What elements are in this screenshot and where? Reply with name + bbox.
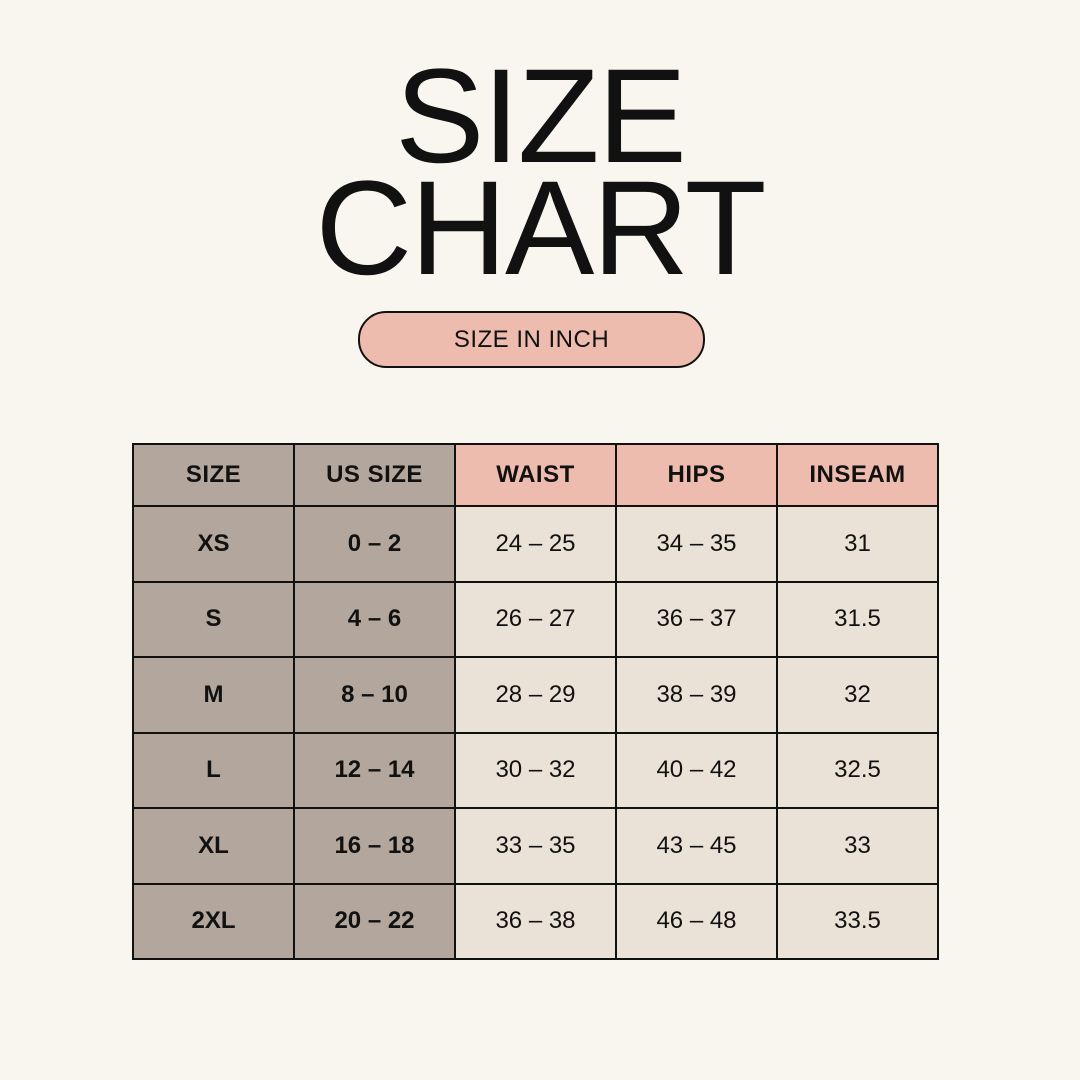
table-cell: 33 – 35 (454, 807, 617, 885)
table-header-row: SIZE US SIZE WAIST HIPS INSEAM (132, 443, 939, 507)
table-row: XL 16 – 18 33 – 35 43 – 45 33 (132, 807, 939, 885)
size-table: SIZE US SIZE WAIST HIPS INSEAM XS 0 – 2 24 – 2… (132, 443, 939, 960)
table-cell: S (132, 580, 295, 658)
table-cell: 24 – 25 (454, 505, 617, 583)
table-cell: 28 – 29 (454, 656, 617, 734)
column-header: WAIST (454, 443, 617, 507)
table-cell: 26 – 27 (454, 580, 617, 658)
table-cell: 36 – 38 (454, 882, 617, 960)
table-row: L 12 – 14 30 – 32 40 – 42 32.5 (132, 731, 939, 809)
table-cell: 36 – 37 (615, 580, 778, 658)
table-cell: 46 – 48 (615, 882, 778, 960)
table-cell: XS (132, 505, 295, 583)
table-cell: 0 – 2 (293, 505, 456, 583)
table-cell: 12 – 14 (293, 731, 456, 809)
table-cell: 43 – 45 (615, 807, 778, 885)
table-row: 2XL 20 – 22 36 – 38 46 – 48 33.5 (132, 882, 939, 960)
table-cell: 34 – 35 (615, 505, 778, 583)
table-cell: 40 – 42 (615, 731, 778, 809)
column-header: US SIZE (293, 443, 456, 507)
column-header: SIZE (132, 443, 295, 507)
column-header: INSEAM (776, 443, 939, 507)
title-line-1: SIZE (395, 42, 687, 191)
table-cell: 33.5 (776, 882, 939, 960)
table-cell: 2XL (132, 882, 295, 960)
table-cell: 32.5 (776, 731, 939, 809)
table-cell: 4 – 6 (293, 580, 456, 658)
table-cell: M (132, 656, 295, 734)
title-line-2: CHART (315, 154, 766, 303)
table-cell: 8 – 10 (293, 656, 456, 734)
table-cell: 31 (776, 505, 939, 583)
table-cell: 20 – 22 (293, 882, 456, 960)
table-row: XS 0 – 2 24 – 25 34 – 35 31 (132, 505, 939, 583)
table-cell: XL (132, 807, 295, 885)
table-cell: 31.5 (776, 580, 939, 658)
table-cell: 32 (776, 656, 939, 734)
column-header: HIPS (615, 443, 778, 507)
table-cell: L (132, 731, 295, 809)
table-cell: 30 – 32 (454, 731, 617, 809)
table-cell: 16 – 18 (293, 807, 456, 885)
unit-label-badge: SIZE IN INCH (358, 311, 705, 368)
table-cell: 38 – 39 (615, 656, 778, 734)
table-cell: 33 (776, 807, 939, 885)
